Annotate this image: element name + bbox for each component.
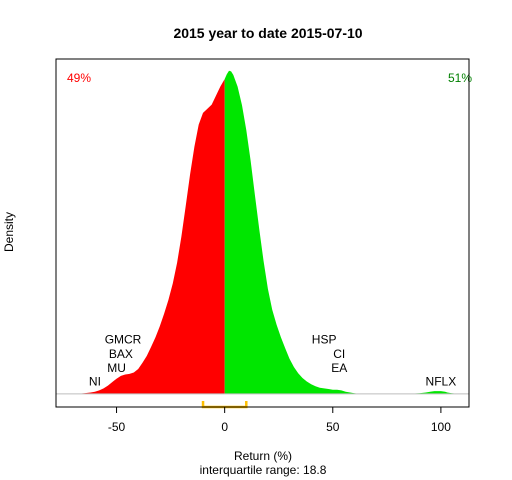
ticker-label: NI (89, 375, 101, 389)
y-axis-label: Density (2, 212, 16, 252)
ticker-label: CI (333, 347, 345, 361)
ticker-label: BAX (109, 347, 133, 361)
ticker-label: EA (331, 361, 347, 375)
ticker-label: GMCR (105, 332, 142, 346)
x-tick-label: -50 (108, 420, 126, 434)
interquartile-bracket (201, 401, 248, 409)
positive-density-area (224, 70, 467, 394)
negative-density-area (77, 79, 225, 394)
ticker-label: NFLX (426, 375, 457, 389)
x-tick-label: 50 (326, 420, 340, 434)
positive-percent-label: 51% (448, 71, 472, 85)
chart-title: 2015 year to date 2015-07-10 (173, 25, 362, 41)
x-axis-label: Return (%) (234, 449, 292, 463)
negative-percent-label: 49% (67, 71, 91, 85)
x-tick-label: 100 (431, 420, 451, 434)
x-axis: -50 0 50 100 (108, 401, 451, 434)
ticker-label: MU (107, 361, 126, 375)
interquartile-range-label: interquartile range: 18.8 (200, 463, 327, 477)
ticker-label: HSP (312, 332, 337, 346)
x-tick-label: 0 (221, 420, 228, 434)
